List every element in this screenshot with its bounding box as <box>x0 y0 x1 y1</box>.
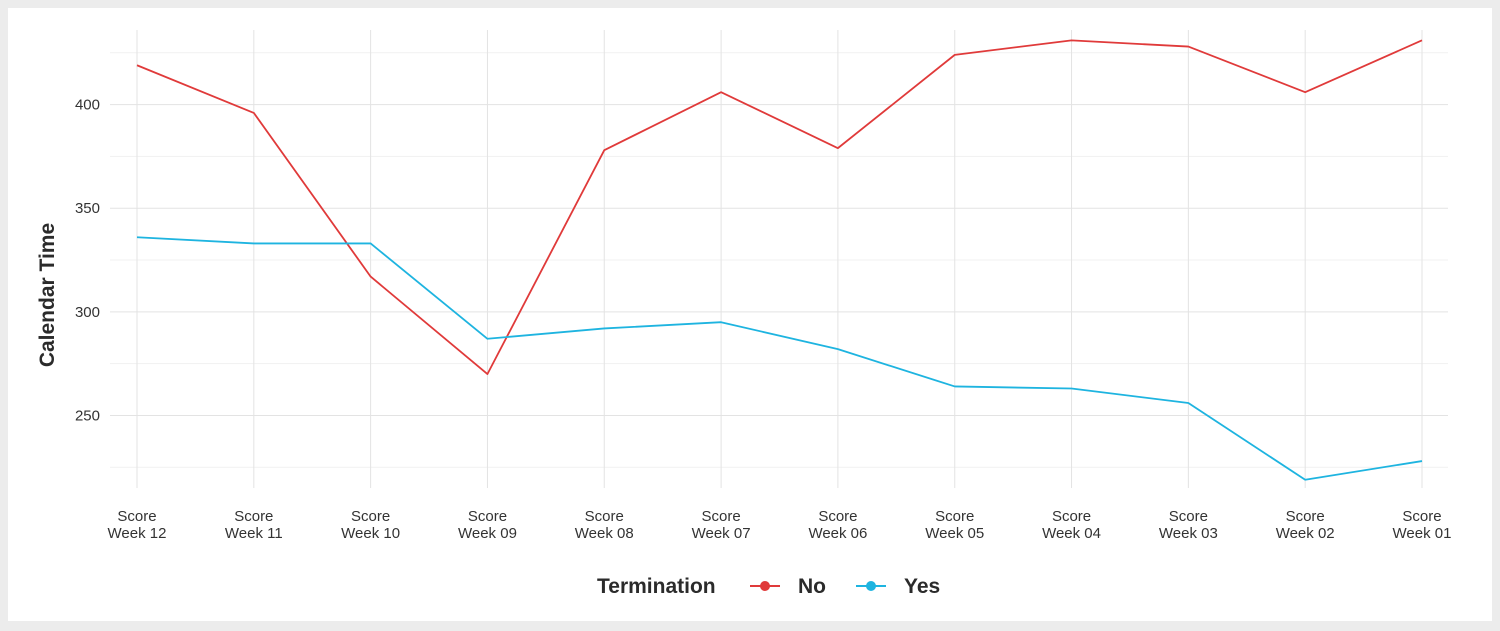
x-tick-label: Score Week 06 <box>808 508 867 542</box>
y-tick-label: 350 <box>75 200 100 217</box>
x-tick-label: Score Week 01 <box>1393 508 1452 542</box>
legend-key-point <box>866 581 876 591</box>
chart-card: 250 300 350 400 Score Week 12 Score Week 11 Sco… <box>8 8 1492 621</box>
y-tick-label: 300 <box>75 304 100 321</box>
y-tick-label: 250 <box>75 407 100 424</box>
series-line-yes <box>136 236 1423 481</box>
x-tick-label: Score Week 11 <box>225 508 283 542</box>
x-tick-label: Score Week 03 <box>1159 508 1218 542</box>
x-tick-label: Score Week 04 <box>1042 508 1101 542</box>
x-tick-labels: Score Week 12 Score Week 11 Score Week 10 Scor… <box>108 508 1452 542</box>
y-axis-title: Calendar Time <box>36 223 59 367</box>
legend-title: Termination <box>597 575 716 598</box>
legend-label-yes: Yes <box>904 575 940 598</box>
x-tick-label: Score Week 09 <box>458 508 517 542</box>
grid <box>110 30 1448 488</box>
x-tick-label: Score Week 08 <box>575 508 634 542</box>
legend-label-no: No <box>798 575 826 598</box>
x-tick-label: Score Week 10 <box>341 508 400 542</box>
y-tick-labels: 250 300 350 400 <box>75 97 100 425</box>
x-tick-label: Score Week 12 <box>108 508 167 542</box>
series-line-no <box>136 39 1423 375</box>
legend: Termination No Yes <box>597 575 940 598</box>
y-tick-label: 400 <box>75 97 100 114</box>
x-tick-label: Score Week 07 <box>692 508 751 542</box>
x-tick-label: Score Week 02 <box>1276 508 1335 542</box>
x-tick-label: Score Week 05 <box>925 508 984 542</box>
legend-key-point <box>760 581 770 591</box>
series-lines <box>136 39 1423 481</box>
